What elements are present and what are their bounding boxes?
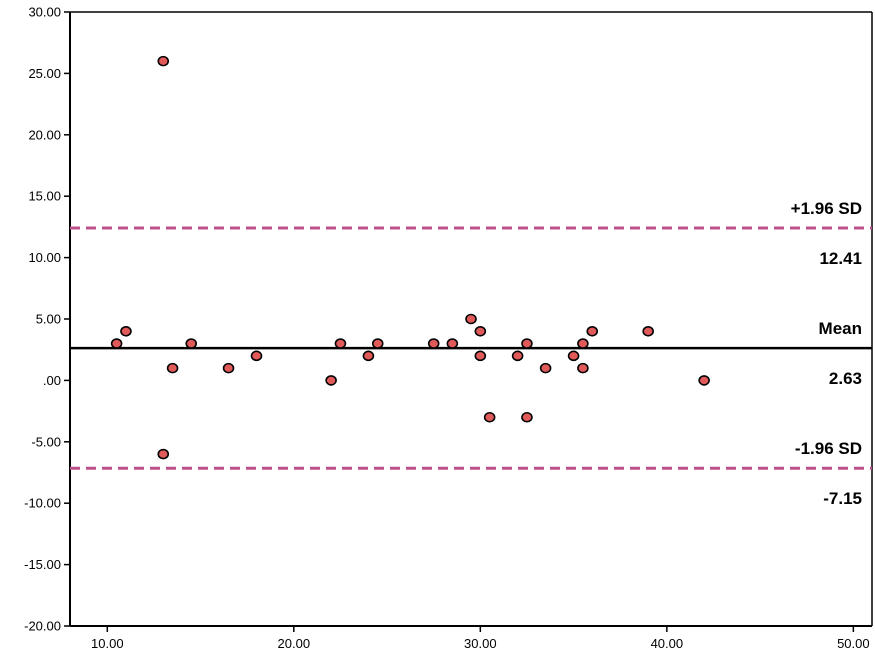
x-tick-label: 20.00 — [278, 636, 311, 651]
y-tick-label: -10.00 — [24, 496, 61, 511]
reference-line-name: Mean — [819, 319, 862, 338]
y-tick-label: 20.00 — [28, 127, 61, 142]
data-point — [577, 338, 589, 349]
data-point — [521, 411, 533, 423]
data-point — [474, 325, 487, 337]
data-point — [474, 350, 487, 362]
data-point — [511, 350, 524, 362]
data-point — [427, 338, 440, 349]
data-point — [362, 350, 375, 362]
y-tick-label: 30.00 — [28, 5, 61, 20]
reference-line-name: +1.96 SD — [791, 199, 862, 218]
reference-line-name: -1.96 SD — [795, 439, 862, 458]
y-tick-label: 10.00 — [28, 250, 61, 265]
y-tick-label: 15.00 — [28, 189, 61, 204]
data-point — [567, 350, 580, 362]
y-tick-label: .00 — [43, 373, 61, 388]
data-point — [483, 411, 496, 423]
data-point — [539, 362, 552, 374]
data-point — [521, 338, 533, 349]
data-point — [371, 338, 384, 349]
data-point — [157, 55, 170, 67]
data-point — [166, 362, 179, 374]
data-point — [465, 313, 477, 325]
y-tick-label: 5.00 — [36, 312, 61, 327]
data-point — [157, 448, 170, 460]
data-points — [110, 55, 710, 460]
data-point — [185, 338, 198, 349]
data-point — [120, 325, 132, 337]
x-tick-label: 30.00 — [464, 636, 497, 651]
reference-line-value: -7.15 — [823, 489, 862, 508]
data-point — [250, 350, 263, 362]
reference-line-value: 2.63 — [829, 369, 862, 388]
data-point — [325, 375, 337, 386]
data-point — [642, 325, 654, 337]
reference-lines: +1.96 SD 12.41 Mean 2.63 -1.96 SD -7.15 — [70, 199, 872, 508]
x-tick-label: 40.00 — [651, 636, 684, 651]
x-tick-label: 50.00 — [837, 636, 870, 651]
data-point — [446, 338, 459, 349]
data-point — [334, 338, 347, 349]
data-point — [222, 362, 235, 374]
reference-line-value: 12.41 — [819, 249, 862, 268]
data-point — [586, 325, 599, 337]
y-tick-label: -20.00 — [24, 619, 61, 634]
x-tick-label: 10.00 — [91, 636, 124, 651]
data-point — [698, 375, 710, 386]
y-tick-label: -15.00 — [24, 557, 61, 572]
data-point — [110, 338, 123, 349]
y-tick-label: 25.00 — [28, 66, 61, 81]
data-point — [577, 362, 589, 374]
y-tick-label: -5.00 — [31, 434, 61, 449]
axes: -20.00 -15.00 -10.00 -5.00 .00 5.00 10.00 15.00… — [24, 5, 873, 651]
